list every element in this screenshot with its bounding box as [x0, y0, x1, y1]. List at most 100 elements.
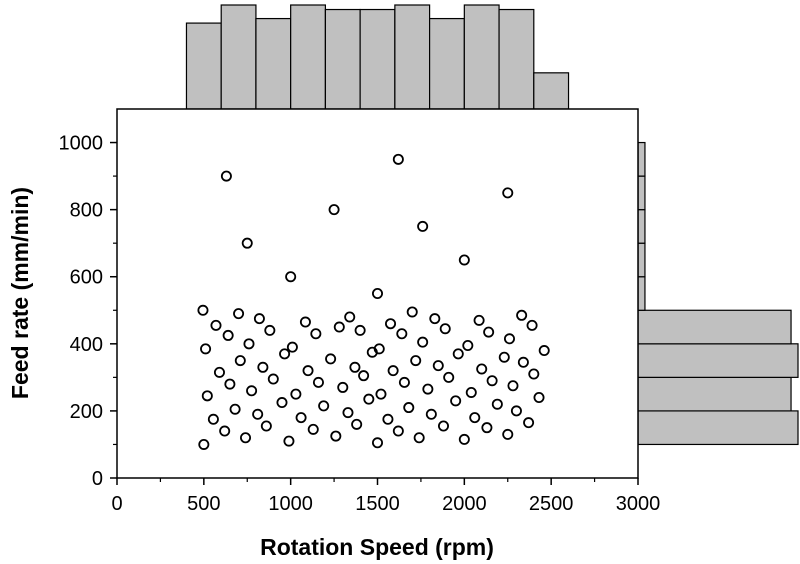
scatter-point: [398, 376, 410, 388]
y-axis-title: Feed rate (mm/min): [7, 187, 33, 399]
right-histogram-bar: [637, 343, 799, 378]
top-histogram-bar: [394, 4, 431, 110]
scatter-point: [252, 408, 264, 420]
scatter-point: [207, 413, 219, 425]
scatter-point: [491, 398, 503, 410]
scatter-point: [330, 430, 342, 442]
x-tick-label: 1500: [355, 493, 400, 515]
right-histogram: [637, 141, 799, 446]
scatter-point: [264, 324, 276, 336]
right-histogram-bar: [637, 276, 646, 311]
scatter-point: [240, 432, 252, 444]
scatter-point: [473, 314, 485, 326]
top-histogram-bar: [185, 22, 222, 110]
scatter-point: [200, 343, 212, 355]
scatter-point: [406, 306, 418, 318]
y-tick-label: 1000: [59, 133, 104, 155]
scatter-point: [425, 408, 437, 420]
y-tick-label: 400: [70, 334, 103, 356]
scatter-point: [382, 413, 394, 425]
scatter-point: [476, 363, 488, 375]
scatter-point: [498, 351, 510, 363]
scatter-point: [392, 425, 404, 437]
scatter-point: [469, 412, 481, 424]
scatter-point: [295, 412, 307, 424]
scatter-point: [241, 237, 253, 249]
scatter-point: [452, 348, 464, 360]
plot-frame: [116, 108, 639, 479]
scatter-point: [285, 271, 297, 283]
scatter-point: [458, 433, 470, 445]
scatter-point: [387, 365, 399, 377]
scatter-point: [516, 309, 528, 321]
scatter-point: [210, 319, 222, 331]
scatter-point: [417, 220, 429, 232]
scatter-point: [290, 388, 302, 400]
scatter-point: [533, 391, 545, 403]
x-tick-label: 500: [187, 493, 220, 515]
scatter-point: [450, 395, 462, 407]
scatter-point: [197, 304, 209, 316]
scatter-point: [517, 356, 529, 368]
right-histogram-bar: [637, 175, 646, 211]
scatter-point: [458, 254, 470, 266]
scatter-point: [443, 371, 455, 383]
scatter-point: [526, 319, 538, 331]
scatter-point: [283, 435, 295, 447]
scatter-point: [233, 308, 245, 320]
top-histogram-bar: [429, 17, 465, 110]
scatter-point: [260, 420, 272, 432]
top-histogram-bar: [220, 4, 257, 110]
scatter-point: [229, 403, 241, 415]
scatter-point: [429, 313, 441, 325]
scatter-point: [385, 318, 397, 330]
top-histogram-bar: [533, 72, 570, 110]
right-histogram-bar: [637, 242, 646, 278]
top-histogram-bar: [463, 4, 500, 110]
scatter-point: [523, 417, 535, 429]
scatter-point: [299, 316, 311, 328]
y-axis: 0 200 400 600 800 1000: [59, 133, 117, 490]
scatter-point: [373, 343, 385, 355]
scatter-point: [246, 385, 258, 397]
scatter-point: [396, 328, 408, 340]
x-tick-label: 0: [111, 493, 122, 515]
scatter-point: [481, 422, 493, 434]
scatter-point: [483, 326, 495, 338]
scatter-point: [253, 313, 265, 325]
x-axis-title: Rotation Speed (rpm): [260, 534, 494, 560]
scatter-point: [351, 418, 363, 430]
scatter-point: [310, 328, 322, 340]
scatter-point: [213, 366, 225, 378]
scatter-point: [312, 376, 324, 388]
scatter-point: [201, 390, 213, 402]
x-axis: 0 500 1000 1500 2000 2500 3000: [111, 478, 660, 515]
scatter-point: [437, 420, 449, 432]
scatter-point: [344, 311, 356, 323]
scatter-point: [325, 353, 337, 365]
y-tick-label: 800: [70, 200, 103, 222]
top-histogram: [185, 4, 570, 110]
top-histogram-bar: [290, 4, 326, 110]
scatter-point: [333, 321, 345, 333]
top-histogram-bar: [324, 8, 361, 110]
top-histogram-bar: [359, 8, 396, 110]
top-histogram-bar: [255, 17, 292, 110]
scatter-point: [354, 324, 366, 336]
y-tick-label: 0: [92, 468, 103, 490]
y-tick-label: 600: [70, 267, 103, 289]
scatter-point: [349, 361, 361, 373]
scatter-point: [417, 336, 429, 348]
top-histogram-bar: [498, 8, 535, 110]
scatter-point: [276, 397, 288, 409]
scatter-point: [510, 405, 522, 417]
right-histogram-bar: [637, 141, 646, 177]
scatter-point: [439, 323, 451, 335]
right-histogram-bar: [637, 376, 792, 412]
x-tick-label: 1000: [268, 493, 313, 515]
x-tick-label: 2000: [442, 493, 487, 515]
scatter-point: [224, 378, 236, 390]
scatter-point: [432, 360, 444, 372]
scatter-point: [462, 339, 474, 351]
